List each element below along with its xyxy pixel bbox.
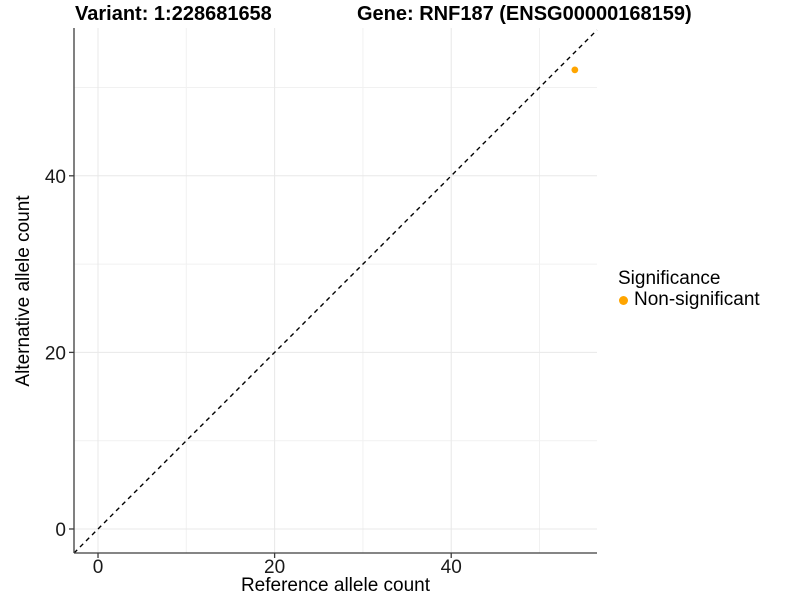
x-axis-title: Reference allele count — [240, 575, 431, 596]
legend-point-icon — [619, 295, 628, 305]
x-tick-label: 0 — [93, 557, 104, 578]
y-tick-label: 0 — [55, 520, 66, 541]
legend-item-label: Non-significant — [634, 289, 760, 310]
x-tick-label: 20 — [264, 557, 285, 578]
data-point — [571, 66, 579, 74]
y-tick-label: 20 — [45, 343, 66, 364]
y-tick-label: 40 — [45, 167, 66, 188]
x-tick-label: 40 — [441, 557, 462, 578]
legend: Significance Non-significant — [616, 268, 760, 310]
legend-item-non-significant: Non-significant — [616, 289, 760, 310]
gene-title: Gene: RNF187 (ENSG00000168159) — [357, 3, 692, 25]
identity-line — [73, 29, 598, 554]
legend-title: Significance — [618, 268, 721, 289]
y-axis-title: Alternative allele count — [13, 195, 34, 387]
variant-title: Variant: 1:228681658 — [75, 3, 272, 25]
